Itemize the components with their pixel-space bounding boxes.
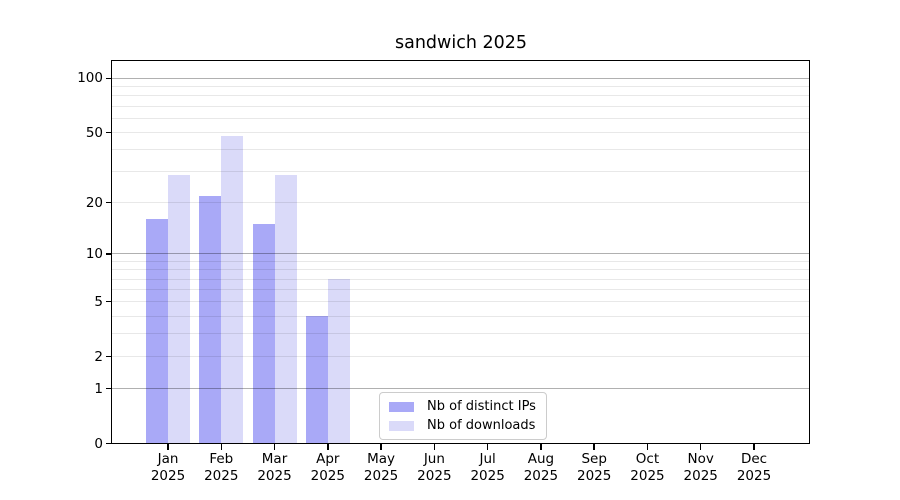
x-tick-year: 2025	[417, 467, 452, 484]
legend-item-distinct-ips: Nb of distinct IPs	[389, 399, 536, 414]
x-tick-mark	[593, 444, 595, 450]
y-tick-label: 50	[85, 124, 103, 141]
x-tick-label: Feb 2025	[181, 451, 261, 485]
y-tick-mark	[105, 442, 111, 445]
bar-downloads-mar	[274, 174, 297, 444]
y-tick-label: 10	[85, 245, 103, 262]
bar-distinct-ips-feb	[199, 195, 222, 444]
x-tick-year: 2025	[576, 467, 612, 484]
y-tick-label: 0	[94, 435, 103, 452]
gridline-minor	[112, 149, 809, 151]
x-tick-mark	[700, 444, 702, 450]
x-tick-mark	[167, 444, 169, 450]
x-tick-year: 2025	[736, 467, 772, 484]
x-tick-year: 2025	[310, 467, 345, 484]
x-tick-year: 2025	[470, 467, 505, 484]
x-tick-mark	[433, 444, 436, 450]
x-tick-month: Feb	[209, 450, 234, 467]
legend-swatch-distinct-ips	[389, 401, 414, 412]
x-tick-month: Dec	[740, 450, 768, 467]
x-tick-mark	[646, 444, 649, 450]
y-tick-label: 5	[94, 293, 103, 310]
gridline-minor	[112, 86, 809, 88]
legend-label-distinct-ips: Nb of distinct IPs	[427, 399, 536, 414]
gridline-minor	[112, 132, 809, 134]
bar-downloads-apr	[327, 279, 350, 444]
x-tick-mark	[380, 444, 382, 450]
x-tick-month: Apr	[316, 450, 340, 467]
x-tick-month: Jul	[479, 450, 496, 467]
y-tick-mark	[105, 202, 111, 204]
x-tick-label: Jul 2025	[448, 451, 528, 485]
x-tick-label: Mar 2025	[235, 451, 315, 485]
gridline-major	[112, 77, 809, 79]
x-tick-month: Oct	[635, 450, 660, 467]
y-tick-mark	[105, 355, 111, 358]
chart-title: sandwich 2025	[394, 33, 528, 53]
x-tick-mark	[753, 444, 755, 450]
x-tick-mark	[540, 444, 542, 450]
x-tick-year: 2025	[204, 467, 239, 484]
bar-distinct-ips-jan	[146, 219, 168, 444]
legend-item-downloads: Nb of downloads	[389, 418, 536, 433]
y-tick-mark	[105, 77, 111, 80]
x-tick-month: Mar	[261, 450, 288, 467]
x-tick-mark	[273, 444, 276, 450]
x-tick-mark	[220, 444, 222, 450]
x-tick-month: May	[367, 450, 396, 467]
x-tick-month: Sep	[581, 450, 607, 467]
x-tick-label: Oct 2025	[607, 451, 687, 485]
x-tick-year: 2025	[363, 467, 399, 484]
x-tick-month: Aug	[527, 450, 555, 467]
x-tick-label: Jan 2025	[128, 451, 208, 485]
bar-distinct-ips-mar	[252, 224, 275, 444]
gridline-minor	[112, 105, 809, 107]
gridline-minor	[112, 117, 809, 119]
y-tick-label: 100	[77, 70, 103, 87]
y-tick-mark	[105, 131, 111, 134]
x-tick-label: Jun 2025	[394, 451, 474, 485]
x-tick-mark	[327, 444, 329, 450]
x-tick-month: Nov	[687, 450, 714, 467]
y-tick-label: 2	[94, 348, 103, 365]
x-tick-year: 2025	[523, 467, 559, 484]
x-tick-year: 2025	[150, 467, 186, 484]
x-tick-year: 2025	[683, 467, 718, 484]
legend-swatch-downloads	[389, 420, 414, 431]
y-tick-label: 1	[94, 380, 103, 397]
gridline-minor	[112, 95, 809, 97]
legend: Nb of distinct IPs Nb of downloads	[379, 392, 547, 440]
x-tick-label: Nov 2025	[661, 451, 741, 485]
gridline-minor	[112, 171, 809, 173]
bar-downloads-jan	[168, 174, 190, 444]
x-tick-label: Apr 2025	[288, 451, 368, 485]
y-tick-mark	[105, 387, 111, 390]
x-tick-mark	[486, 444, 489, 450]
y-tick-label: 20	[85, 194, 103, 211]
x-tick-year: 2025	[257, 467, 292, 484]
y-tick-mark	[105, 301, 111, 303]
x-tick-label: May 2025	[341, 451, 421, 485]
bar-downloads-feb	[221, 135, 244, 444]
x-tick-year: 2025	[630, 467, 665, 484]
x-tick-month: Jun	[423, 450, 445, 467]
y-tick-mark	[105, 253, 111, 255]
x-tick-label: Sep 2025	[554, 451, 634, 485]
bar-distinct-ips-apr	[305, 316, 328, 444]
x-tick-label: Aug 2025	[501, 451, 581, 485]
x-tick-label: Dec 2025	[714, 451, 794, 485]
legend-label-downloads: Nb of downloads	[427, 418, 536, 433]
x-tick-month: Jan	[157, 450, 179, 467]
